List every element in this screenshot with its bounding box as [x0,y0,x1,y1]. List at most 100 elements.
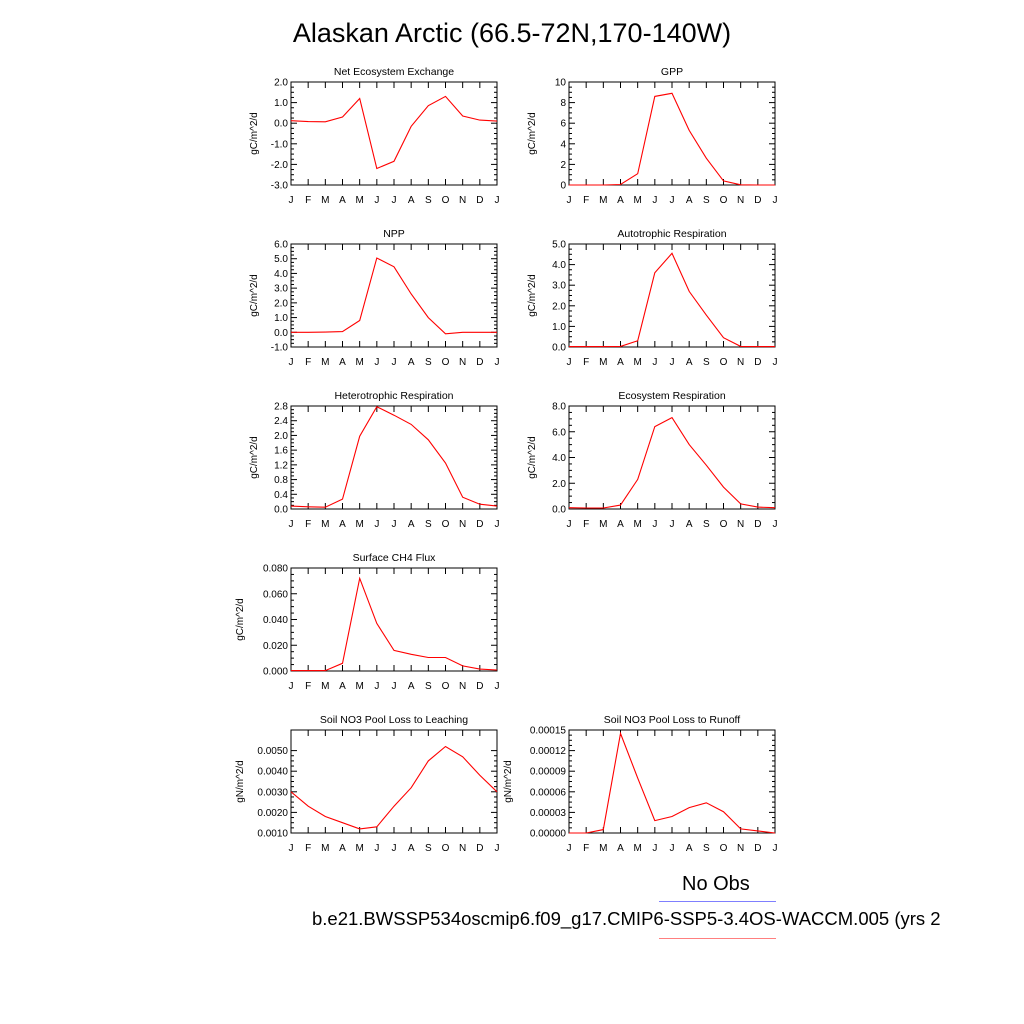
x-tick-label: M [599,519,607,530]
y-tick-label: 0.00015 [530,726,567,737]
legend-obs-label: No Obs [682,873,750,895]
plot-frame [290,81,498,186]
x-tick-label: O [442,843,450,854]
x-tick-label: A [686,519,693,530]
x-tick-label: J [392,681,397,692]
y-tick-label: 2.0 [552,301,566,312]
x-tick-label: A [686,195,693,206]
x-tick-label: D [754,357,761,368]
x-tick-label: J [374,195,379,206]
y-tick-label: 1.0 [552,322,566,333]
x-tick-label: A [408,843,415,854]
x-tick-label: D [476,519,483,530]
x-tick-label: J [773,357,778,368]
x-tick-label: J [392,519,397,530]
y-tick-label: 0.060 [263,589,288,600]
x-tick-label: J [495,519,500,530]
x-tick-label: N [459,195,466,206]
y-tick-label: 0.00006 [530,787,567,798]
panel-title: Autotrophic Respiration [617,228,726,240]
x-tick-label: D [476,195,483,206]
series-line [569,252,775,348]
y-tick-label: 0.0020 [257,808,288,819]
x-tick-label: M [633,357,641,368]
panel-title: Heterotrophic Respiration [334,390,453,402]
x-tick-label: O [442,519,450,530]
plot-frame [568,81,776,186]
y-axis-label: gC/m^2/d [249,274,260,317]
y-tick-label: 0 [560,181,566,192]
y-axis-label: gC/m^2/d [235,598,246,641]
x-tick-label: J [567,519,572,530]
panel-title: Soil NO3 Pool Loss to Leaching [320,714,468,726]
x-tick-label: F [583,843,589,854]
x-tick-label: A [617,519,624,530]
x-tick-label: M [599,357,607,368]
y-tick-label: 6.0 [552,427,566,438]
y-tick-label: 4.0 [552,260,566,271]
series-line [569,92,775,186]
y-tick-label: 2.0 [274,78,288,89]
panel-title: NPP [383,228,405,240]
x-tick-label: M [321,195,329,206]
y-tick-label: 0.0 [274,119,288,130]
x-tick-label: M [321,681,329,692]
plot-frame [568,729,776,834]
legend-case-label: b.e21.BWSSP534oscmip6.f09_g17.CMIP6-SSP5… [312,908,941,929]
x-tick-label: F [583,519,589,530]
y-tick-label: 0.00003 [530,808,567,819]
x-tick-label: J [670,843,675,854]
x-tick-label: S [703,195,710,206]
y-tick-label: 5.0 [274,254,288,265]
x-tick-label: A [339,519,346,530]
x-tick-label: J [567,195,572,206]
x-tick-label: A [339,195,346,206]
y-tick-label: 1.0 [274,98,288,109]
x-tick-label: J [652,195,657,206]
x-tick-label: O [442,357,450,368]
x-tick-label: O [720,195,728,206]
x-tick-label: O [720,843,728,854]
x-tick-label: J [670,519,675,530]
y-tick-label: -1.0 [271,139,289,150]
x-tick-label: M [633,195,641,206]
y-tick-label: 4 [560,139,566,150]
y-tick-label: 0.0050 [257,746,288,757]
x-tick-label: M [633,519,641,530]
x-tick-label: M [599,843,607,854]
x-tick-label: A [408,519,415,530]
x-tick-label: D [476,681,483,692]
x-tick-label: A [339,843,346,854]
panel-title: Ecosystem Respiration [618,390,726,402]
y-axis-label: gC/m^2/d [527,436,538,479]
y-tick-label: 0.0 [274,505,288,516]
series-line [290,405,498,508]
x-tick-label: J [567,357,572,368]
x-tick-label: F [583,357,589,368]
x-tick-label: J [567,843,572,854]
x-tick-label: O [442,195,450,206]
x-tick-label: N [459,843,466,854]
x-tick-label: J [773,843,778,854]
x-tick-label: J [289,357,294,368]
y-axis-label: gC/m^2/d [527,274,538,317]
y-tick-label: 0.00012 [530,746,567,757]
panel-title: Net Ecosystem Exchange [334,66,454,78]
x-tick-label: M [599,195,607,206]
x-tick-label: J [289,195,294,206]
x-tick-label: A [408,195,415,206]
y-axis-label: gC/m^2/d [249,112,260,155]
y-tick-label: 0.0030 [257,787,288,798]
x-tick-label: S [425,519,432,530]
series-line [290,745,498,830]
x-tick-label: S [425,195,432,206]
x-tick-label: N [459,357,466,368]
plot-frame [290,405,498,510]
legend-model-line [659,938,776,939]
x-tick-label: M [321,843,329,854]
y-tick-label: 0.000 [263,667,288,678]
y-tick-label: 2.0 [552,479,566,490]
